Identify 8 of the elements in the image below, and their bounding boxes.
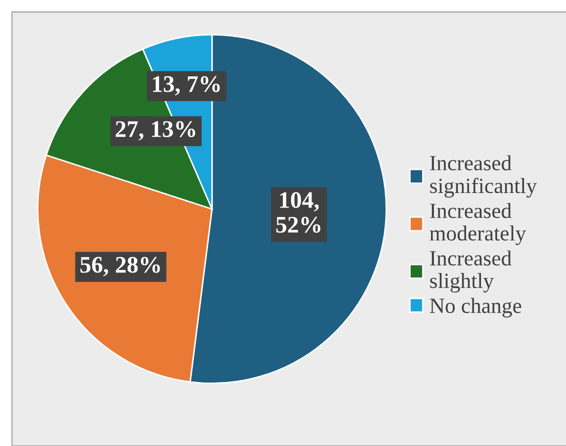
data-label: 104, 52% [276,192,320,233]
data-label: 13, 7% [153,76,220,96]
legend-label: Increased significantly [430,155,537,198]
legend-label: No change [430,298,522,318]
data-label: 27, 13% [116,121,196,140]
legend-label: Increased moderately [430,202,526,246]
data-label: 56, 28% [80,256,160,276]
legend-label: Increased slightly [430,250,512,293]
